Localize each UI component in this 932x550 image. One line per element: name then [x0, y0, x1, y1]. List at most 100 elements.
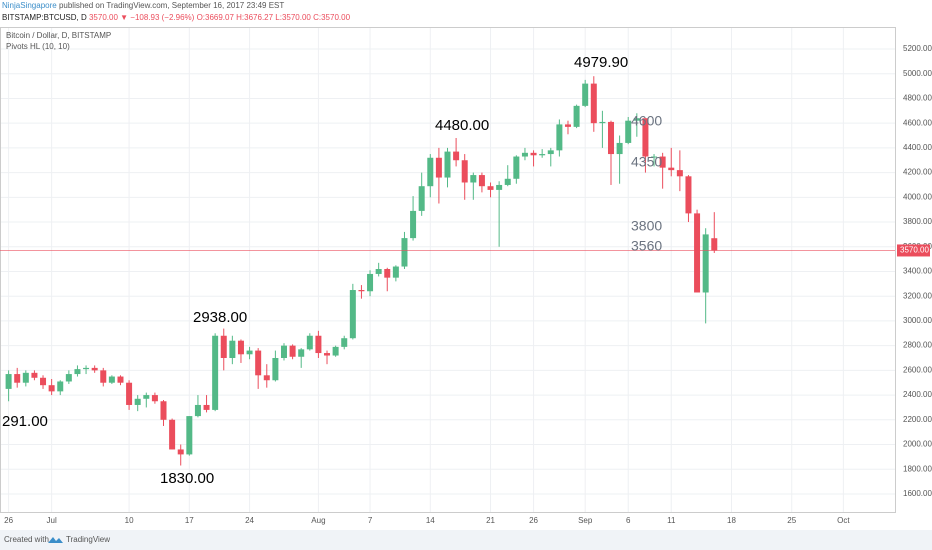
candle-body	[392, 266, 399, 278]
pivot-label: 2938.00	[193, 309, 247, 326]
y-tick-label: 2600.00	[903, 365, 932, 374]
candle-body	[57, 381, 64, 392]
last-price-box	[897, 244, 930, 257]
candle-body	[504, 178, 511, 185]
candle-body	[521, 152, 528, 157]
candle-body	[108, 376, 115, 383]
candle-body	[461, 160, 468, 183]
candle-body	[186, 416, 193, 455]
plot-frame	[0, 27, 896, 513]
y-tick-label: 4200.00	[903, 168, 932, 177]
candle-body	[40, 377, 47, 386]
y-tick-label: 3400.00	[903, 267, 932, 276]
candle-body	[427, 157, 434, 187]
candle-body	[539, 154, 546, 156]
candle-body	[203, 404, 210, 410]
pivot-label: 1830.00	[160, 470, 214, 487]
candle-body	[169, 419, 176, 450]
candle-body	[298, 349, 305, 357]
y-tick-label: 3000.00	[903, 316, 932, 325]
x-tick-label: 17	[185, 516, 194, 525]
candle-body	[315, 335, 322, 354]
x-tick-label: 7	[368, 516, 373, 525]
x-tick-label: 10	[125, 516, 134, 525]
candle-body	[91, 367, 98, 371]
author: NinjaSingapore	[2, 1, 57, 10]
candle-body	[599, 121, 606, 124]
candle-body	[349, 290, 356, 339]
candle-body	[642, 118, 649, 157]
y-tick-label: 1800.00	[903, 464, 932, 473]
candle-body	[616, 142, 623, 155]
candle-body	[272, 357, 279, 381]
candle-body	[367, 273, 374, 292]
published: published on TradingView.com, September …	[59, 1, 284, 10]
footer-bar	[0, 530, 932, 550]
x-tick-label: 14	[426, 516, 435, 525]
x-tick-label: Jul	[47, 516, 57, 525]
candle-body	[14, 374, 21, 383]
symbol-line: BITSTAMP:BTCUSD, D 3570.00 ▼ −108.93 (−2…	[2, 13, 351, 22]
footer-brand[interactable]: TradingView	[66, 535, 110, 544]
candle-body	[651, 156, 658, 158]
candle-body	[513, 156, 520, 179]
candle-body	[530, 152, 537, 156]
x-tick-label: 25	[787, 516, 796, 525]
candle-body	[5, 374, 12, 389]
last-price-label: 3570.00	[900, 246, 929, 255]
pivot-label: 4979.90	[574, 54, 628, 71]
candle-body	[74, 369, 81, 375]
pivot-label: 4480.00	[435, 117, 489, 134]
candle-body	[341, 338, 348, 347]
y-tick-label: 2400.00	[903, 390, 932, 399]
y-tick-label: 4800.00	[903, 94, 932, 103]
candle-body	[194, 404, 201, 417]
candle-body	[324, 353, 331, 356]
change: ▼ −108.93 (−2.96%)	[120, 13, 195, 22]
candle-body	[134, 398, 141, 405]
candle-body	[126, 382, 133, 405]
y-tick-label: 3800.00	[903, 217, 932, 226]
candle-body	[702, 234, 709, 293]
candle-body	[564, 124, 571, 127]
candle-body	[487, 186, 494, 190]
candle-body	[65, 374, 72, 382]
candle-body	[676, 170, 683, 177]
x-tick-label: Aug	[311, 516, 325, 525]
pivot-label: 3800	[631, 218, 662, 234]
candle-body	[306, 335, 313, 350]
pivot-label: 3560	[631, 238, 662, 254]
x-tick-label: Sep	[578, 516, 593, 525]
y-tick-label: 2000.00	[903, 440, 932, 449]
candle-body	[289, 345, 296, 357]
x-tick-label: Oct	[837, 516, 850, 525]
candle-body	[143, 395, 150, 399]
candle-body	[633, 118, 640, 121]
pivot-label: 4350	[631, 154, 662, 170]
candle-body	[255, 350, 262, 376]
candle-body	[83, 367, 90, 370]
price: 3570.00	[89, 13, 118, 22]
y-tick-label: 5200.00	[903, 44, 932, 53]
candle-body	[117, 376, 124, 383]
x-tick-label: 21	[486, 516, 495, 525]
candle-body	[418, 186, 425, 211]
candle-body	[573, 105, 580, 127]
candle-body	[410, 210, 417, 239]
candle-body	[280, 345, 287, 358]
symbol: BITSTAMP:BTCUSD, D	[2, 13, 87, 22]
candle-body	[556, 124, 563, 151]
candle-body	[375, 269, 382, 274]
candle-body	[668, 167, 675, 171]
candle-body	[625, 120, 632, 143]
candle-body	[711, 238, 718, 251]
candle-body	[608, 121, 615, 155]
y-tick-label: 4400.00	[903, 143, 932, 152]
footer-created: Created with	[4, 535, 49, 544]
y-tick-label: 3200.00	[903, 291, 932, 300]
y-tick-label: 4000.00	[903, 192, 932, 201]
pivot-label: 4600	[631, 113, 662, 129]
candle-body	[547, 150, 554, 155]
y-tick-label: 2200.00	[903, 415, 932, 424]
